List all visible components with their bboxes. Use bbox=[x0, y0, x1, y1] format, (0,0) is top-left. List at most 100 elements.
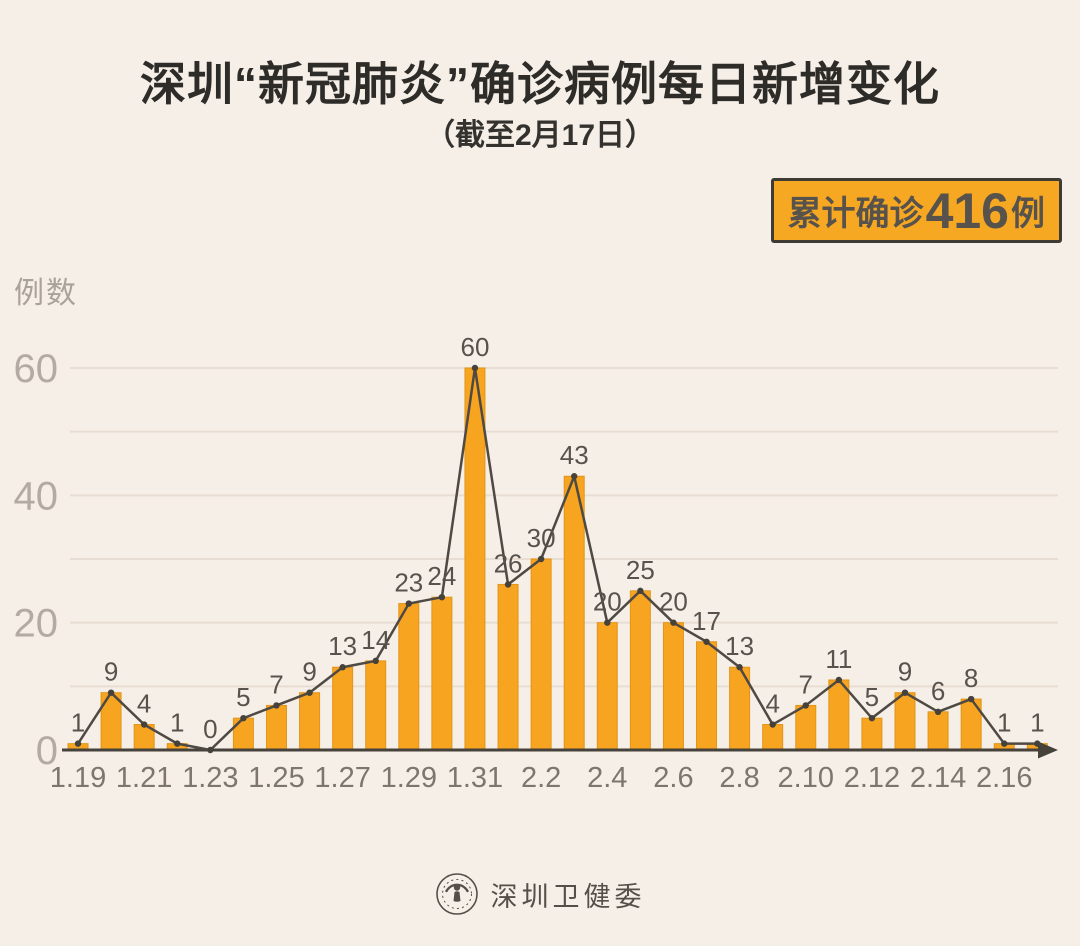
x-axis-arrow bbox=[1038, 741, 1058, 759]
chart-title: 深圳“新冠肺炎”确诊病例每日新增变化 bbox=[140, 58, 940, 110]
x-tick-label: 1.31 bbox=[447, 762, 503, 794]
data-point-marker bbox=[637, 587, 644, 595]
value-label: 7 bbox=[799, 669, 813, 699]
value-label: 14 bbox=[361, 625, 390, 655]
value-label: 20 bbox=[659, 587, 688, 617]
bar bbox=[629, 590, 651, 751]
x-tick-label: 2.8 bbox=[719, 762, 759, 794]
trend-line bbox=[76, 366, 1038, 752]
bar bbox=[497, 583, 519, 751]
value-label: 43 bbox=[560, 440, 589, 470]
value-label: 30 bbox=[527, 523, 556, 553]
data-point-marker bbox=[405, 600, 412, 607]
x-tick-label: 2.12 bbox=[844, 762, 900, 794]
footer-org-name: 深圳卫健委 bbox=[490, 881, 646, 912]
value-label: 1 bbox=[1030, 708, 1044, 738]
bar bbox=[894, 692, 916, 751]
bar bbox=[431, 596, 453, 751]
value-label: 8 bbox=[964, 663, 978, 693]
value-label: 1 bbox=[997, 708, 1011, 738]
bar bbox=[696, 641, 718, 751]
bar bbox=[398, 603, 420, 751]
value-label: 20 bbox=[593, 587, 622, 617]
data-point-marker bbox=[736, 664, 743, 671]
bar bbox=[762, 724, 784, 751]
value-label: 23 bbox=[394, 568, 423, 598]
chart-subtitle: （截至2月17日） bbox=[424, 119, 656, 152]
value-label: 9 bbox=[898, 657, 912, 687]
badge-prefix-label: 累计确诊 bbox=[787, 195, 924, 233]
bar bbox=[332, 666, 354, 751]
data-point-marker bbox=[537, 555, 545, 563]
x-tick-label: 2.2 bbox=[521, 762, 561, 794]
data-point-marker bbox=[769, 721, 776, 728]
data-point-marker bbox=[835, 676, 843, 684]
bar bbox=[861, 717, 883, 751]
data-point-marker bbox=[504, 581, 512, 588]
badge-suffix-label: 例 bbox=[1011, 195, 1045, 233]
bar bbox=[365, 660, 387, 751]
bar bbox=[232, 717, 254, 751]
x-tick-label: 2.6 bbox=[653, 762, 693, 794]
data-point-marker bbox=[934, 708, 942, 715]
value-label: 5 bbox=[236, 682, 250, 712]
data-point-marker bbox=[901, 689, 909, 696]
y-tick-label: 0 bbox=[36, 729, 58, 773]
bar bbox=[563, 475, 585, 751]
value-label: 24 bbox=[427, 561, 456, 591]
value-label: 9 bbox=[104, 657, 118, 687]
data-point-marker bbox=[438, 594, 446, 601]
data-point-marker bbox=[471, 364, 479, 372]
y-tick-label: 60 bbox=[14, 347, 59, 391]
bar bbox=[464, 367, 486, 751]
data-point-marker bbox=[339, 664, 346, 671]
data-point-marker bbox=[967, 695, 975, 703]
data-point-marker bbox=[670, 619, 677, 626]
data-point-marker bbox=[140, 721, 148, 728]
value-label: 25 bbox=[626, 555, 655, 585]
x-tick-label: 1.25 bbox=[248, 762, 304, 794]
value-label: 5 bbox=[865, 682, 879, 712]
value-label: 7 bbox=[269, 669, 283, 699]
bar bbox=[265, 704, 287, 751]
data-point-marker bbox=[1034, 740, 1041, 747]
data-point-marker bbox=[703, 638, 710, 645]
bar bbox=[828, 679, 850, 751]
x-tick-label: 2.16 bbox=[976, 762, 1032, 794]
data-point-marker bbox=[174, 740, 181, 747]
data-point-marker bbox=[74, 740, 82, 747]
value-label: 4 bbox=[765, 689, 779, 719]
value-label: 13 bbox=[725, 631, 754, 661]
value-label: 13 bbox=[328, 631, 357, 661]
data-point-marker bbox=[571, 473, 578, 480]
y-tick-label: 20 bbox=[14, 602, 59, 646]
value-label: 1 bbox=[71, 708, 85, 738]
bar bbox=[530, 558, 552, 751]
value-label: 1 bbox=[170, 708, 184, 738]
bar bbox=[596, 622, 618, 751]
data-point-marker bbox=[868, 714, 876, 722]
x-tick-label: 1.23 bbox=[182, 762, 238, 794]
data-point-marker bbox=[604, 619, 611, 626]
x-tick-label: 2.14 bbox=[910, 762, 966, 794]
data-point-marker bbox=[1001, 740, 1008, 747]
data-point-marker bbox=[273, 702, 280, 709]
bar bbox=[662, 622, 684, 751]
y-axis-title: 例数 bbox=[14, 277, 78, 310]
total-confirmed-badge: 累计确诊 416 例 bbox=[770, 178, 1062, 243]
value-label: 9 bbox=[302, 657, 316, 687]
value-label: 11 bbox=[825, 644, 852, 674]
value-label: 60 bbox=[460, 332, 489, 362]
bar bbox=[299, 692, 321, 751]
data-point-marker bbox=[372, 657, 379, 665]
badge-total-value: 416 bbox=[925, 182, 1009, 239]
x-tick-label: 1.19 bbox=[50, 762, 106, 794]
value-label: 17 bbox=[692, 606, 721, 636]
bar bbox=[795, 704, 817, 751]
data-point-marker bbox=[306, 689, 313, 696]
y-tick-label: 40 bbox=[14, 474, 59, 518]
x-tick-label: 1.27 bbox=[314, 762, 370, 794]
x-tick-label: 2.4 bbox=[587, 762, 627, 794]
